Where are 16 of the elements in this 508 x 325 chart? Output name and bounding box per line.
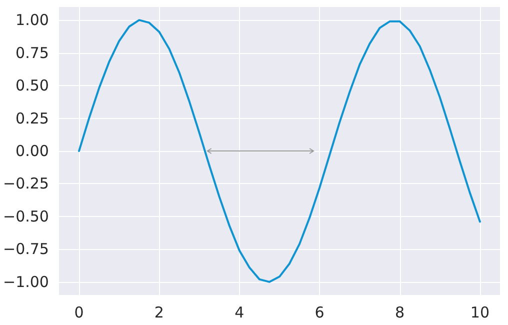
y-tick-label: −1.00 (3, 272, 49, 291)
y-tick-label: −0.50 (3, 207, 49, 226)
y-tick-label: 0.75 (16, 44, 49, 62)
y-tick-label: 1.00 (16, 11, 49, 30)
line-series (78, 19, 481, 283)
y-tick-label: 0.00 (16, 142, 49, 160)
x-tick-label: 2 (154, 304, 164, 322)
x-tick-label: 8 (394, 304, 405, 322)
y-tick-label: −0.75 (3, 240, 49, 258)
x-tick-label: 4 (234, 304, 244, 322)
y-tick-label: −0.25 (3, 174, 49, 193)
x-tick-label: 10 (470, 304, 490, 322)
y-tick-label: 0.25 (16, 109, 49, 128)
y-tick-label: 0.50 (16, 76, 49, 95)
x-tick-label: 6 (314, 304, 324, 322)
x-tick-label: 0 (74, 304, 84, 322)
